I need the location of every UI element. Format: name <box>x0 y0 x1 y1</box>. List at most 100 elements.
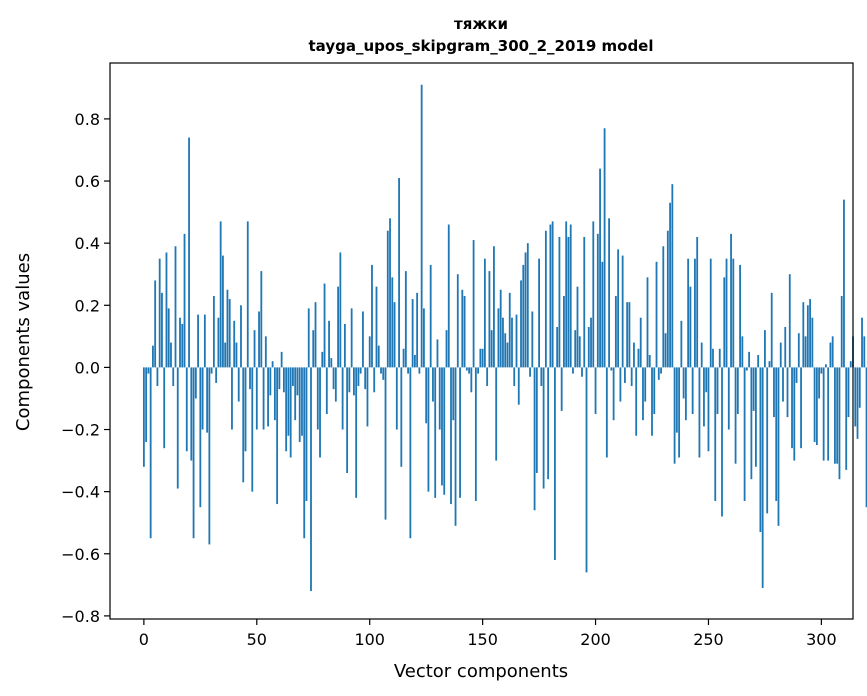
bar-109 <box>389 218 391 368</box>
bar-231 <box>664 333 667 368</box>
bar-192 <box>576 286 579 368</box>
bars-group <box>142 84 867 592</box>
bar-50 <box>255 367 258 430</box>
bar-236 <box>675 367 678 433</box>
bar-37 <box>226 289 229 368</box>
bar-64 <box>287 367 290 436</box>
bar-170 <box>526 243 529 368</box>
plot-frame <box>109 62 854 620</box>
bar-105 <box>380 367 382 374</box>
bar-275 <box>764 330 766 368</box>
bar-237 <box>678 367 681 458</box>
bar-35 <box>222 255 224 368</box>
bar-245 <box>696 236 699 368</box>
bar-203 <box>601 261 604 368</box>
bar-73 <box>307 308 310 368</box>
bar-244 <box>694 258 696 368</box>
bar-229 <box>660 367 662 374</box>
bar-265 <box>741 336 744 368</box>
bar-224 <box>648 354 651 368</box>
bar-27 <box>203 314 206 368</box>
bar-166 <box>517 367 520 405</box>
bar-287 <box>791 367 793 449</box>
bar-51 <box>258 311 260 368</box>
y-tick-label-2: −0.4 <box>61 483 100 502</box>
bar-62 <box>282 367 285 393</box>
bar-304 <box>829 342 832 368</box>
bar-313 <box>849 361 852 368</box>
bar-180 <box>549 224 552 368</box>
bar-72 <box>305 367 308 501</box>
bar-276 <box>766 367 769 514</box>
bar-106 <box>382 367 385 380</box>
bar-141 <box>461 289 464 368</box>
bar-30 <box>210 367 213 374</box>
bar-151 <box>483 258 486 368</box>
bar-298 <box>815 367 818 446</box>
bar-148 <box>477 367 480 374</box>
bar-125 <box>425 367 428 424</box>
bar-84 <box>332 367 335 390</box>
bar-21 <box>190 367 193 461</box>
bar-215 <box>628 302 631 368</box>
bar-39 <box>231 367 233 430</box>
bar-128 <box>432 367 434 402</box>
bar-186 <box>563 295 565 368</box>
y-tick-label-3: −0.2 <box>61 421 100 440</box>
bar-311 <box>845 367 848 470</box>
x-tick-label-300: 300 <box>806 630 837 649</box>
bar-7 <box>158 258 161 368</box>
bar-183 <box>556 327 559 368</box>
bar-291 <box>800 367 802 449</box>
bar-232 <box>666 230 669 368</box>
bar-86 <box>337 286 339 368</box>
bar-273 <box>759 367 762 533</box>
bar-111 <box>393 302 396 368</box>
bar-193 <box>578 336 581 368</box>
bar-171 <box>529 367 531 377</box>
bar-207 <box>610 367 613 371</box>
bar-198 <box>590 317 592 368</box>
bar-261 <box>732 258 735 368</box>
bar-122 <box>418 367 421 374</box>
bar-308 <box>838 367 841 480</box>
bar-13 <box>172 367 175 387</box>
bar-55 <box>267 367 269 427</box>
bar-103 <box>375 286 378 368</box>
bar-3 <box>149 367 152 539</box>
bar-176 <box>540 367 543 387</box>
bar-293 <box>804 336 807 368</box>
y-tick-label-5: 0.2 <box>75 296 100 315</box>
bar-76 <box>314 302 317 368</box>
bar-190 <box>572 367 574 374</box>
bar-22 <box>192 367 195 539</box>
bar-206 <box>608 218 610 368</box>
bar-225 <box>651 367 653 436</box>
bar-65 <box>289 367 292 458</box>
bar-195 <box>583 236 586 368</box>
bar-296 <box>811 317 814 368</box>
bar-145 <box>470 367 473 393</box>
bar-189 <box>569 224 572 368</box>
bar-61 <box>280 351 283 368</box>
bar-56 <box>269 367 272 396</box>
bar-101 <box>371 264 373 368</box>
bar-259 <box>727 367 730 430</box>
bar-47 <box>249 367 251 390</box>
bar-213 <box>624 367 626 383</box>
bar-28 <box>206 367 209 433</box>
bar-23 <box>194 367 197 399</box>
bar-300 <box>820 367 823 374</box>
bar-247 <box>700 342 703 368</box>
bar-155 <box>493 246 495 368</box>
bar-144 <box>468 367 470 374</box>
bar-172 <box>531 311 534 368</box>
bar-57 <box>271 361 274 368</box>
bar-196 <box>585 367 588 573</box>
bar-104 <box>377 345 380 368</box>
bar-317 <box>858 367 861 408</box>
bar-175 <box>538 258 540 368</box>
bar-305 <box>831 336 834 368</box>
bar-59 <box>276 367 279 505</box>
bar-249 <box>705 367 708 393</box>
